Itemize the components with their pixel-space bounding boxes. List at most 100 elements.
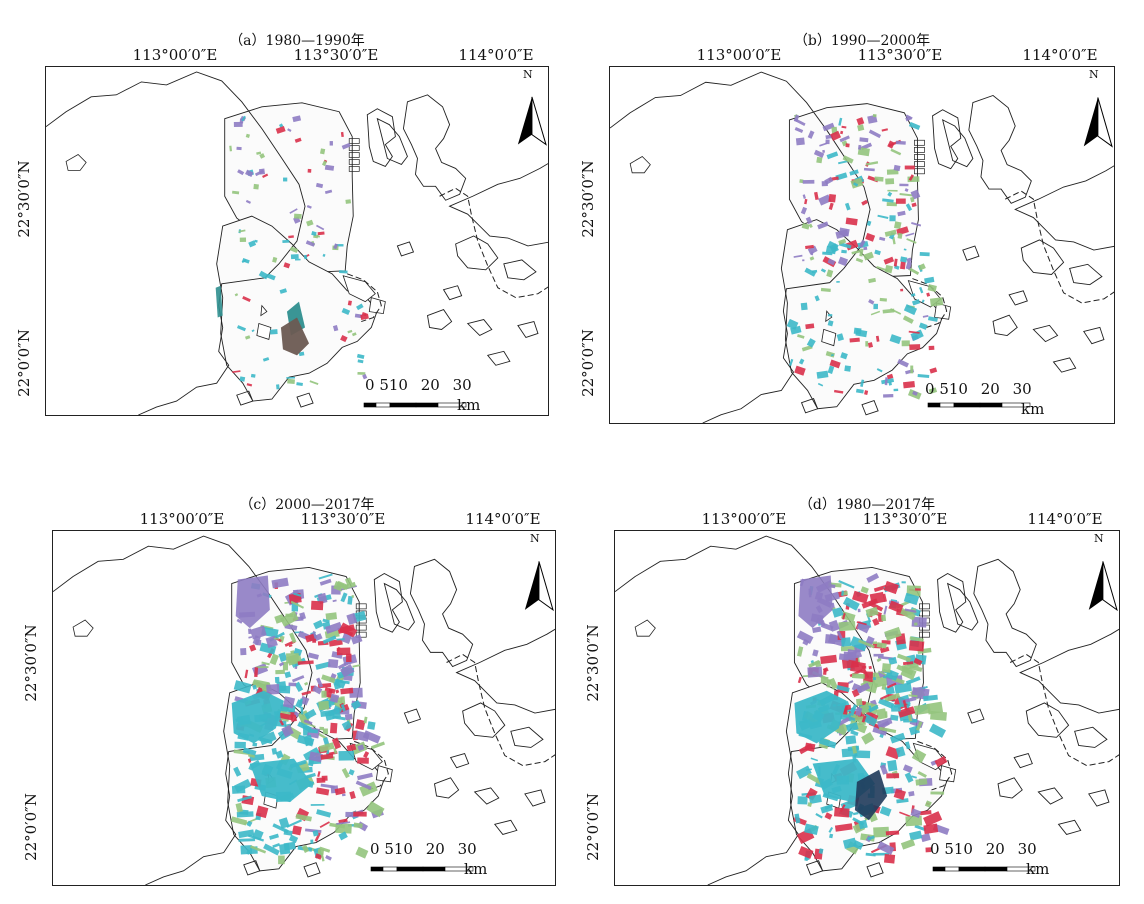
land-change-patch: [257, 736, 273, 745]
land-change-patch: [836, 630, 843, 640]
land-change-patch: [299, 695, 310, 706]
coastline: [236, 390, 254, 406]
land-change-patch: [317, 732, 328, 740]
land-change-patch: [351, 595, 354, 598]
land-change-patch: [230, 816, 248, 826]
land-change-patch: [312, 685, 323, 695]
land-change-patch: [827, 314, 833, 317]
land-change-patch: [817, 221, 829, 230]
land-change-patch: [904, 188, 909, 192]
land-change-patch: [876, 368, 883, 373]
land-change-patch: [828, 677, 838, 690]
land-change-patch: [344, 577, 353, 586]
land-change-patch: [235, 802, 243, 813]
scale-bar-segment: [932, 866, 946, 872]
land-change-patch: [348, 769, 355, 776]
map-frame: [52, 530, 556, 886]
coastline: [962, 245, 980, 261]
land-change-patch: [237, 795, 252, 803]
land-change-patch: [895, 198, 906, 204]
land-change-patch: [357, 744, 365, 751]
boundary-line: [917, 740, 953, 791]
scale-bar-labels: 0 510 20 30: [925, 380, 1032, 398]
land-change-patch: [844, 365, 851, 372]
west-coastline: [610, 71, 871, 423]
coastline: [434, 777, 460, 799]
land-change-patch: [802, 179, 815, 184]
boundary-line: [347, 273, 382, 323]
land-change-patch: [904, 772, 914, 783]
land-change-patch: [929, 723, 947, 738]
land-change-patch: [254, 239, 258, 243]
land-change-patch: [884, 264, 893, 274]
land-change-patch: [906, 238, 917, 244]
land-change-patch: [809, 256, 815, 261]
land-change-patch: [847, 680, 854, 685]
land-change-patch: [917, 373, 930, 379]
land-change-patch: [922, 315, 929, 318]
island-outline: [375, 765, 393, 783]
land-change-patch: [286, 819, 302, 828]
land-change-patch: [838, 653, 850, 661]
land-change-patch: [910, 329, 924, 341]
land-change-patch: [918, 322, 928, 330]
land-change-patch: [796, 765, 812, 780]
land-change-patch: [316, 777, 326, 783]
north-label: N: [1089, 68, 1099, 81]
land-change-patch: [818, 737, 837, 749]
land-change-patch: [839, 804, 846, 813]
land-change-patch: [900, 256, 908, 263]
land-change-patch: [234, 741, 246, 749]
land-change-patch: [830, 130, 842, 141]
land-change-patch: [231, 190, 240, 195]
land-change-patch: [861, 732, 875, 745]
land-change-patch: [275, 669, 285, 675]
land-change-patch: [357, 371, 366, 375]
land-change-patch: [855, 257, 864, 263]
land-change-patch: [269, 833, 279, 840]
land-change-patch: [317, 592, 328, 604]
port-block: [919, 631, 930, 638]
scale-bar-segment: [389, 402, 417, 408]
land-change-patch: [840, 637, 851, 647]
land-change-patch: [887, 759, 898, 772]
land-change-patch: [824, 812, 833, 820]
land-change-patch: [807, 130, 815, 139]
land-change-patch: [810, 757, 819, 762]
land-change-patch: [318, 700, 330, 711]
map-canvas: [610, 71, 1114, 423]
map-frame: [609, 66, 1115, 424]
land-change-patch: [340, 687, 354, 695]
land-change-patch: [900, 261, 906, 270]
land-change-patch: [830, 584, 836, 589]
land-change-patch: [274, 676, 280, 683]
coastline: [409, 558, 474, 668]
land-change-patch: [246, 849, 251, 855]
land-change-patch: [325, 612, 338, 621]
coastline: [517, 321, 539, 338]
land-change-patch: [825, 246, 837, 255]
land-change-patch: [233, 766, 242, 777]
land-change-patch: [248, 636, 253, 639]
land-change-patch: [893, 788, 907, 801]
land-change-patch: [887, 189, 898, 192]
map-layer: [46, 71, 548, 415]
land-change-patch: [263, 843, 280, 856]
land-change-patch: [231, 785, 246, 794]
land-change-patch: [902, 764, 913, 773]
land-change-patch: [322, 635, 337, 644]
lon-label-113-30: 113°30′0″E: [300, 510, 386, 528]
land-change-patch: [262, 357, 270, 362]
land-change-patch: [346, 612, 358, 625]
port-block: [355, 603, 367, 610]
land-change-patch: [928, 345, 935, 351]
land-change-patch: [249, 644, 257, 652]
land-change-patch: [892, 236, 896, 245]
land-change-patch: [322, 728, 328, 735]
boundary-line: [446, 653, 555, 767]
land-change-patch: [851, 688, 860, 698]
land-change-patch: [278, 855, 285, 865]
scale-tick: 30: [452, 376, 472, 394]
coastline: [946, 582, 979, 631]
land-change-patch: [293, 711, 298, 716]
